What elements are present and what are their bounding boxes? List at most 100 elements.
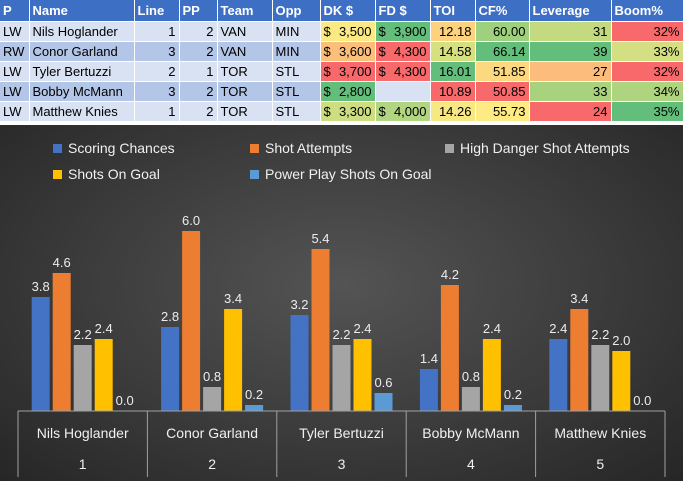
cell-position[interactable]: LW	[0, 21, 30, 42]
cell-leverage[interactable]: 24	[529, 101, 612, 122]
bar[interactable]	[73, 345, 92, 411]
cell-position[interactable]: LW	[0, 61, 30, 82]
bar[interactable]	[461, 387, 480, 411]
bar[interactable]	[591, 345, 610, 411]
cell-position[interactable]: LW	[0, 81, 30, 102]
cell-fd-salary[interactable]: $4,300	[375, 61, 431, 82]
cell-boom-pct[interactable]: 32%	[611, 61, 683, 82]
legend-item[interactable]: High Danger Shot Attempts	[445, 140, 630, 156]
cell-toi[interactable]: 14.26	[430, 101, 476, 122]
cell-name[interactable]: Nils Hoglander	[29, 21, 135, 42]
cell-leverage[interactable]: 31	[529, 21, 612, 42]
bar[interactable]	[570, 309, 589, 411]
bar[interactable]	[419, 369, 438, 411]
bar[interactable]	[311, 249, 330, 411]
cell-leverage[interactable]: 33	[529, 81, 612, 102]
header-dk-salary[interactable]: DK $	[320, 0, 376, 22]
bar[interactable]	[332, 345, 351, 411]
cell-dk-salary[interactable]: $3,500	[320, 21, 376, 42]
cell-fd-salary[interactable]	[375, 81, 431, 102]
cell-dk-salary[interactable]: $3,600	[320, 41, 376, 62]
bar[interactable]	[94, 339, 113, 411]
legend-item[interactable]: Power Play Shots On Goal	[250, 166, 432, 182]
cell-opp[interactable]: MIN	[272, 21, 321, 42]
bar[interactable]	[353, 339, 372, 411]
cell-leverage[interactable]: 27	[529, 61, 612, 82]
cell-name[interactable]: Bobby McMann	[29, 81, 135, 102]
cell-pp[interactable]: 2	[179, 41, 218, 62]
header-fd-salary[interactable]: FD $	[375, 0, 431, 22]
bar[interactable]	[503, 405, 522, 411]
cell-opp[interactable]: STL	[272, 61, 321, 82]
header-name[interactable]: Name	[29, 0, 135, 22]
cell-name[interactable]: Matthew Knies	[29, 101, 135, 122]
header-boom-pct[interactable]: Boom%	[611, 0, 683, 22]
bar[interactable]	[290, 315, 309, 411]
cell-line[interactable]: 2	[134, 61, 180, 82]
bar[interactable]	[245, 405, 264, 411]
cell-boom-pct[interactable]: 34%	[611, 81, 683, 102]
cell-pp[interactable]: 2	[179, 81, 218, 102]
cell-line[interactable]: 1	[134, 21, 180, 42]
header-pp[interactable]: PP	[179, 0, 218, 22]
cell-name[interactable]: Tyler Bertuzzi	[29, 61, 135, 82]
cell-position[interactable]: RW	[0, 41, 30, 62]
bar[interactable]	[612, 351, 631, 411]
header-opp[interactable]: Opp	[272, 0, 321, 22]
cell-name[interactable]: Conor Garland	[29, 41, 135, 62]
cell-opp[interactable]: STL	[272, 81, 321, 102]
cell-opp[interactable]: MIN	[272, 41, 321, 62]
cell-pp[interactable]: 2	[179, 21, 218, 42]
cell-pp[interactable]: 1	[179, 61, 218, 82]
bar[interactable]	[224, 309, 243, 411]
legend-item[interactable]: Shots On Goal	[53, 166, 160, 182]
cell-cf-pct[interactable]: 51.85	[475, 61, 530, 82]
cell-boom-pct[interactable]: 33%	[611, 41, 683, 62]
cell-team[interactable]: TOR	[217, 101, 273, 122]
cell-cf-pct[interactable]: 50.85	[475, 81, 530, 102]
legend-item[interactable]: Scoring Chances	[53, 140, 175, 156]
cell-toi[interactable]: 10.89	[430, 81, 476, 102]
cell-leverage[interactable]: 39	[529, 41, 612, 62]
bar[interactable]	[203, 387, 222, 411]
cell-boom-pct[interactable]: 32%	[611, 21, 683, 42]
bar[interactable]	[161, 327, 180, 411]
cell-toi[interactable]: 12.18	[430, 21, 476, 42]
cell-team[interactable]: TOR	[217, 81, 273, 102]
header-cf-pct[interactable]: CF%	[475, 0, 530, 22]
bar[interactable]	[182, 231, 201, 411]
cell-toi[interactable]: 14.58	[430, 41, 476, 62]
cell-position[interactable]: LW	[0, 101, 30, 122]
cell-opp[interactable]: STL	[272, 101, 321, 122]
cell-fd-salary[interactable]: $3,900	[375, 21, 431, 42]
cell-dk-salary[interactable]: $3,300	[320, 101, 376, 122]
bar[interactable]	[482, 339, 501, 411]
bar[interactable]	[549, 339, 568, 411]
cell-dk-salary[interactable]: $3,700	[320, 61, 376, 82]
cell-toi[interactable]: 16.01	[430, 61, 476, 82]
cell-fd-salary[interactable]: $4,300	[375, 41, 431, 62]
bar[interactable]	[440, 285, 459, 411]
cell-team[interactable]: VAN	[217, 41, 273, 62]
cell-line[interactable]: 1	[134, 101, 180, 122]
bar[interactable]	[374, 393, 393, 411]
bar[interactable]	[52, 273, 71, 411]
header-line[interactable]: Line	[134, 0, 180, 22]
header-toi[interactable]: TOI	[430, 0, 476, 22]
header-leverage[interactable]: Leverage	[529, 0, 612, 22]
cell-boom-pct[interactable]: 35%	[611, 101, 683, 122]
cell-cf-pct[interactable]: 60.00	[475, 21, 530, 42]
header-team[interactable]: Team	[217, 0, 273, 22]
legend-item[interactable]: Shot Attempts	[250, 140, 352, 156]
cell-cf-pct[interactable]: 55.73	[475, 101, 530, 122]
cell-team[interactable]: VAN	[217, 21, 273, 42]
header-position[interactable]: P	[0, 0, 30, 22]
cell-line[interactable]: 3	[134, 41, 180, 62]
cell-team[interactable]: TOR	[217, 61, 273, 82]
cell-dk-salary[interactable]: $2,800	[320, 81, 376, 102]
cell-pp[interactable]: 2	[179, 101, 218, 122]
cell-fd-salary[interactable]: $4,000	[375, 101, 431, 122]
bar[interactable]	[31, 297, 50, 411]
cell-cf-pct[interactable]: 66.14	[475, 41, 530, 62]
cell-line[interactable]: 3	[134, 81, 180, 102]
